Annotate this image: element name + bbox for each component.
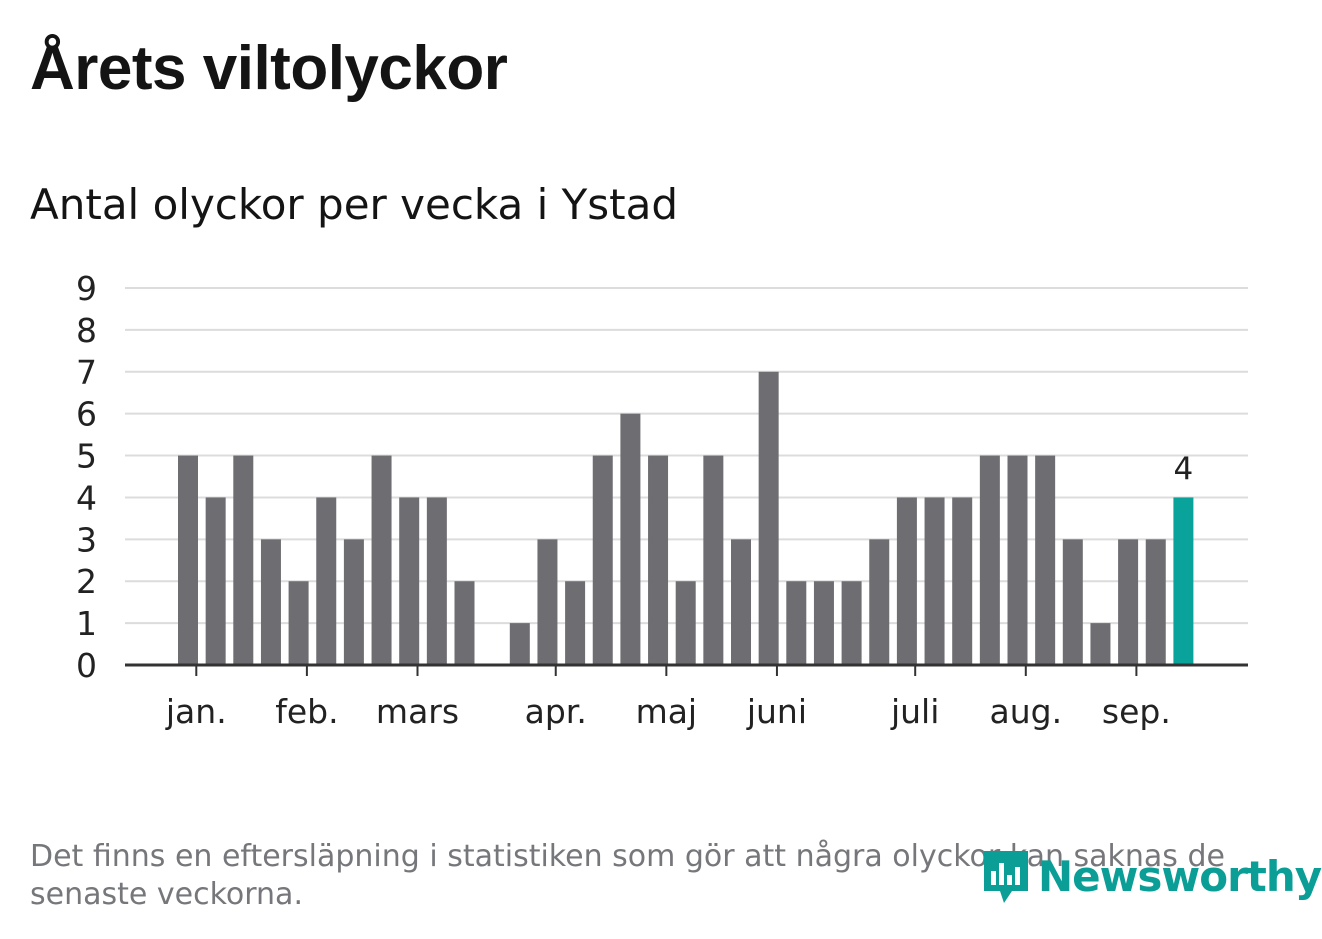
bar bbox=[233, 455, 254, 665]
newsworthy-logo-icon bbox=[984, 851, 1028, 903]
bar bbox=[731, 539, 751, 665]
chart-title: Årets viltolyckor bbox=[30, 34, 508, 103]
x-tick-label: juli bbox=[890, 692, 939, 731]
bar bbox=[565, 581, 586, 665]
bar bbox=[620, 413, 641, 665]
x-tick-label: jan. bbox=[165, 692, 227, 731]
bar bbox=[399, 497, 420, 665]
chart-subtitle: Antal olyckor per vecka i Ystad bbox=[30, 180, 679, 229]
bar bbox=[841, 581, 862, 665]
highlighted-bar bbox=[1173, 497, 1194, 665]
bar bbox=[786, 581, 807, 665]
bar-value-label: 4 bbox=[1174, 451, 1194, 487]
bar bbox=[343, 539, 364, 665]
bar bbox=[509, 623, 530, 665]
x-tick-label: maj bbox=[636, 692, 698, 731]
bar bbox=[1007, 455, 1028, 665]
bar bbox=[1118, 539, 1139, 665]
bar bbox=[979, 455, 1000, 665]
bar bbox=[178, 455, 198, 665]
bar bbox=[371, 455, 392, 665]
bar bbox=[703, 455, 724, 665]
y-tick-label: 3 bbox=[76, 520, 97, 559]
bar bbox=[288, 581, 309, 665]
x-tick-label: mars bbox=[376, 692, 459, 731]
newsworthy-logo-text: Newsworthy bbox=[1038, 851, 1322, 901]
bar bbox=[1035, 455, 1056, 665]
bar bbox=[869, 539, 890, 665]
bar bbox=[1145, 539, 1166, 665]
x-tick-label: feb. bbox=[275, 692, 338, 731]
bar bbox=[592, 455, 613, 665]
x-tick-label: apr. bbox=[525, 692, 587, 731]
bar bbox=[260, 539, 281, 665]
bar bbox=[537, 539, 558, 665]
x-tick-label: sep. bbox=[1102, 692, 1171, 731]
y-tick-label: 5 bbox=[76, 437, 97, 476]
y-tick-label: 4 bbox=[76, 478, 97, 517]
y-tick-label: 2 bbox=[76, 562, 97, 601]
y-tick-label: 7 bbox=[76, 353, 97, 392]
bar bbox=[813, 581, 834, 665]
bar bbox=[952, 497, 973, 665]
bar bbox=[205, 497, 226, 665]
y-tick-label: 8 bbox=[76, 311, 97, 350]
bar bbox=[896, 497, 917, 665]
bar bbox=[675, 581, 696, 665]
y-tick-label: 6 bbox=[76, 395, 97, 434]
bar bbox=[426, 497, 447, 665]
bar bbox=[454, 581, 475, 665]
x-tick-label: juni bbox=[746, 692, 807, 731]
newsworthy-logo: Newsworthy bbox=[980, 845, 1322, 907]
x-tick-label: aug. bbox=[990, 692, 1063, 731]
y-tick-label: 1 bbox=[76, 604, 97, 643]
bar bbox=[1062, 539, 1083, 665]
bar bbox=[924, 497, 945, 665]
y-tick-label: 9 bbox=[76, 269, 97, 308]
bar bbox=[1090, 623, 1111, 665]
bar bbox=[648, 455, 669, 665]
y-tick-label: 0 bbox=[76, 646, 97, 685]
bar bbox=[758, 371, 779, 665]
bar bbox=[316, 497, 337, 665]
